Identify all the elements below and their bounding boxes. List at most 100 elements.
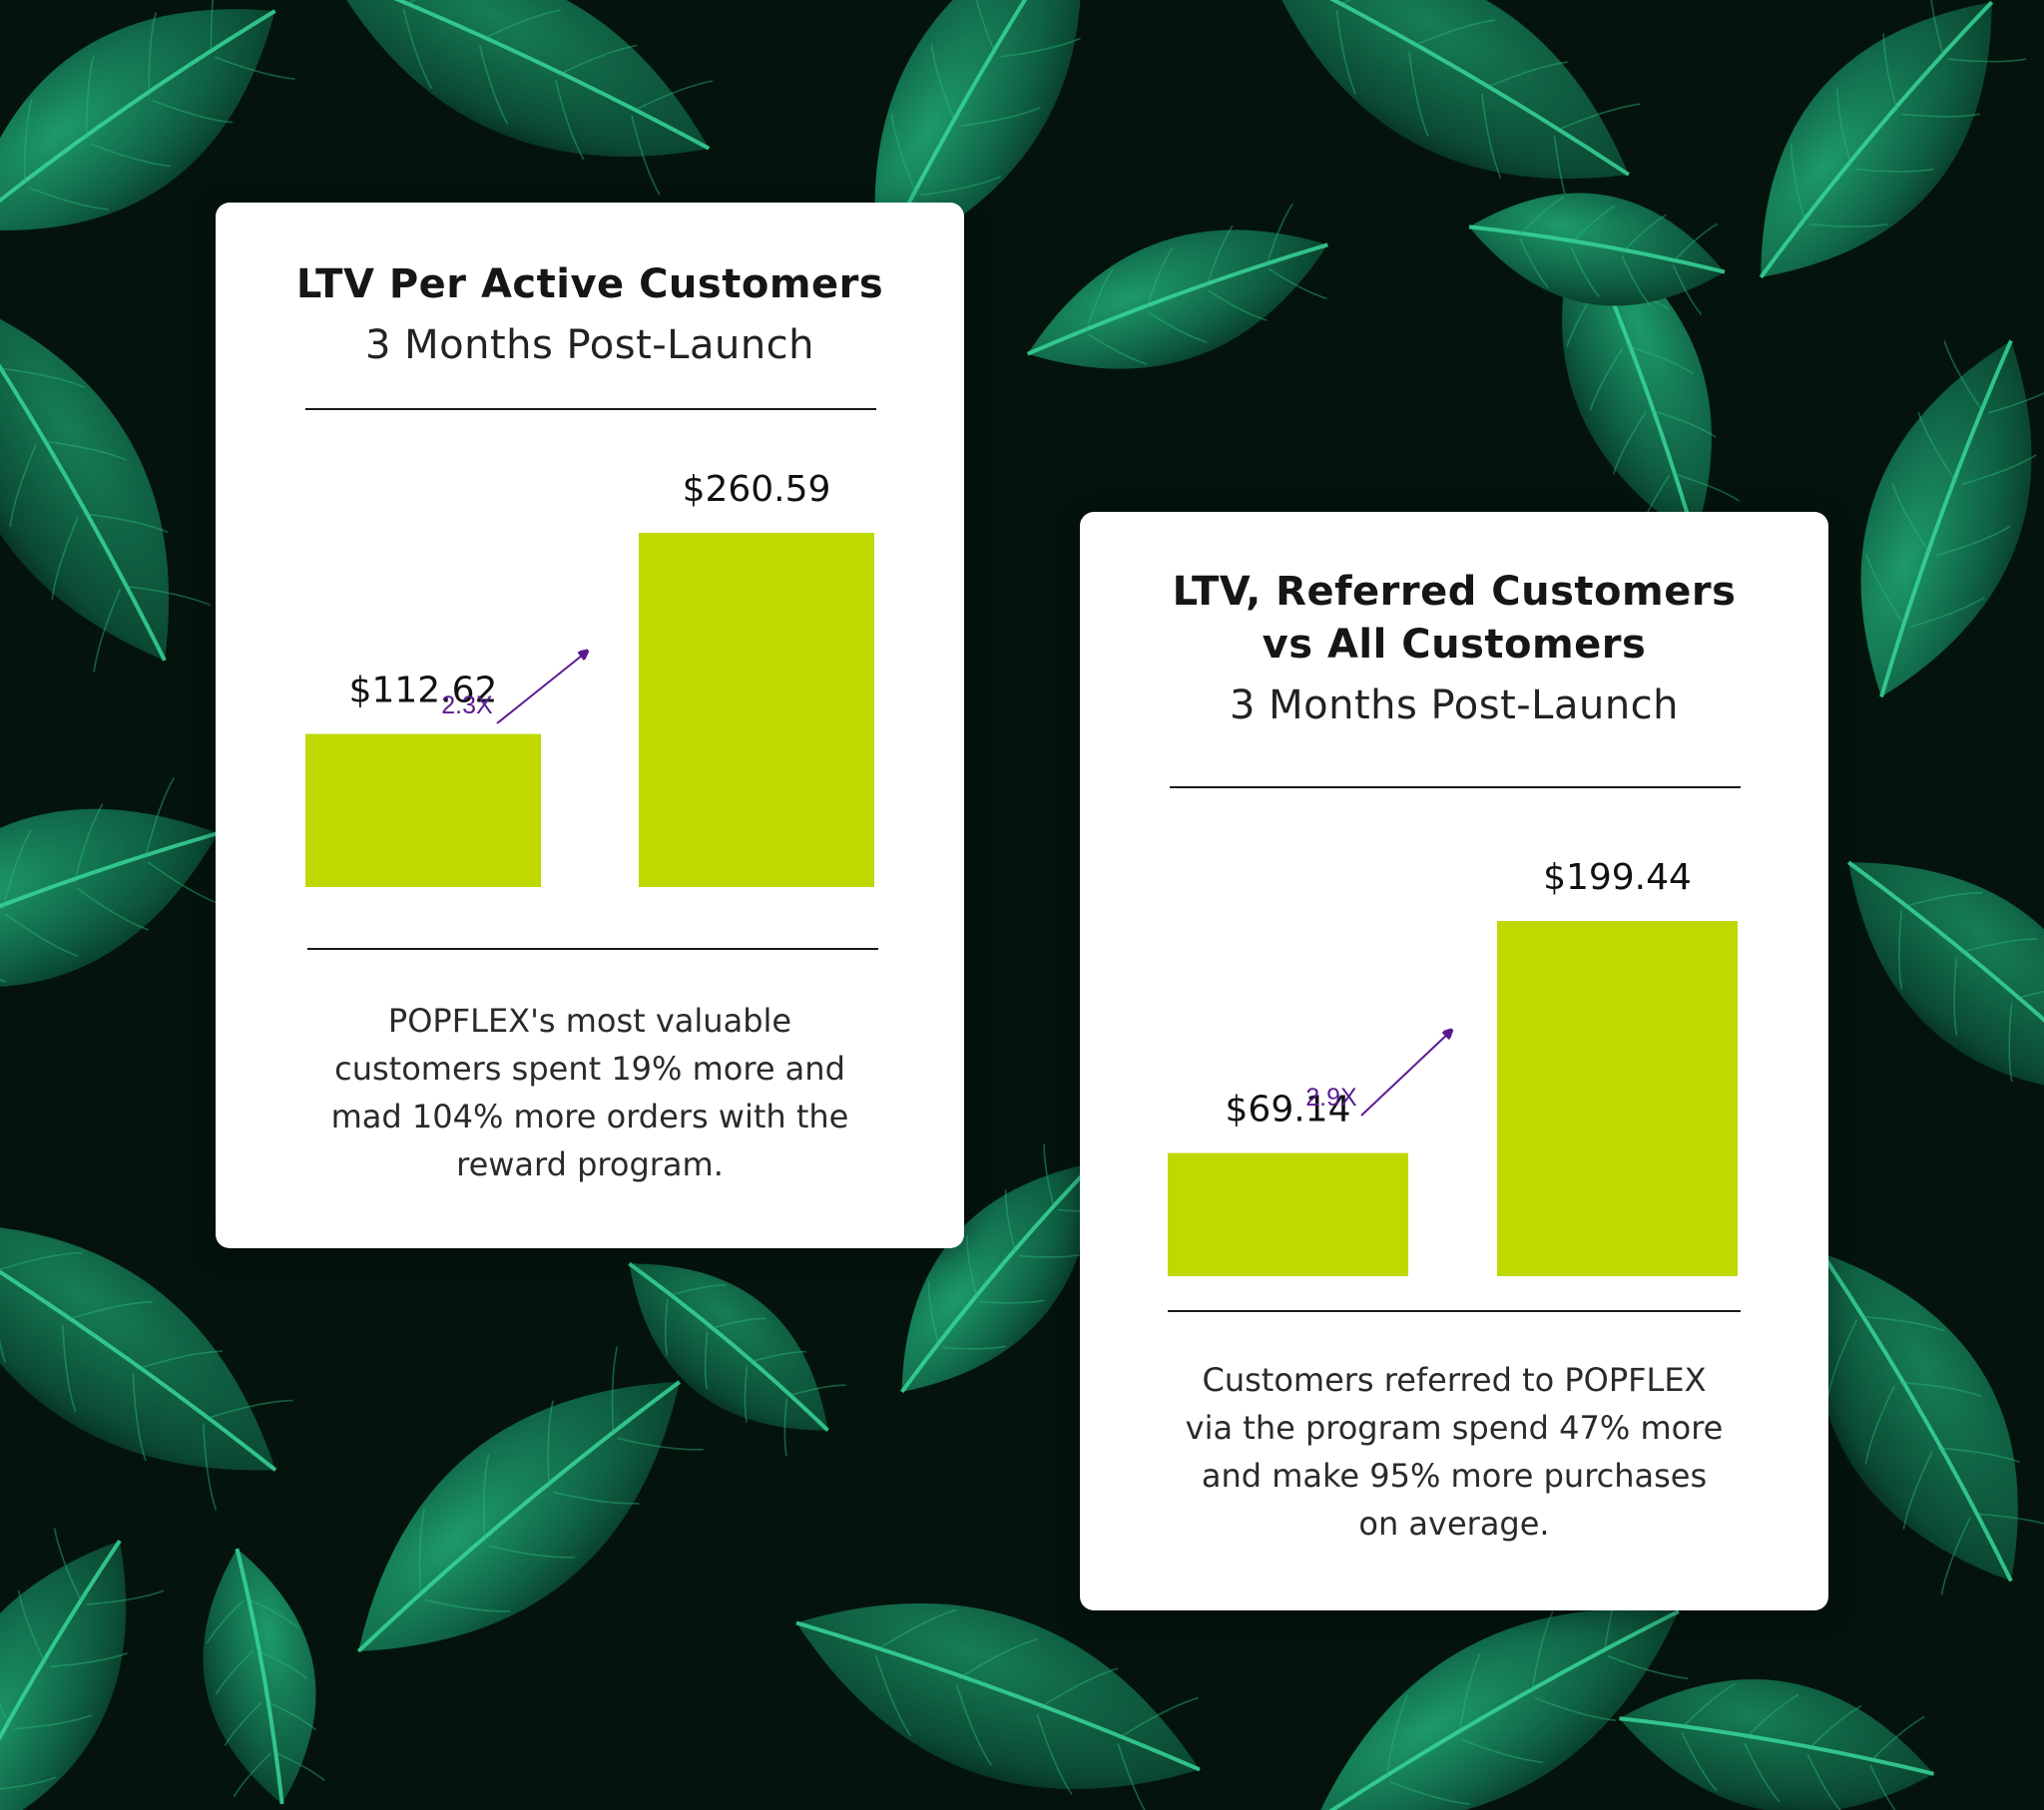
leaf-side-vein [1855, 168, 1934, 173]
leaf-vein [0, 1540, 122, 1810]
leaf-side-vein [73, 803, 104, 883]
leaf-side-vein [783, 1398, 788, 1457]
leaf-side-vein [1899, 1381, 1983, 1398]
leaf-side-vein [1745, 1693, 1799, 1739]
leaf-vein [1468, 225, 1726, 274]
leaf-side-vein [0, 1275, 6, 1363]
leaf-side-vein [83, 512, 169, 534]
leaf-side-vein [1987, 382, 2044, 414]
bar-value-label: $69.14 [1226, 1090, 1351, 1131]
growth-multiplier-label: 2.3X [441, 691, 493, 719]
leaf-side-vein [617, 1437, 704, 1451]
bar-1 [305, 733, 541, 887]
leaf-vein [356, 1380, 682, 1653]
leaf-side-vein [1339, 0, 1423, 5]
leaf-side-vein [1607, 1654, 1689, 1679]
leaf-shape [1265, 0, 1641, 221]
leaf-side-vein [248, 1598, 298, 1628]
leaf-side-vein [788, 1384, 846, 1397]
leaf-side-vein [9, 443, 37, 528]
leaf-blade [203, 1548, 316, 1805]
leaf-side-vein [1043, 1143, 1055, 1207]
leaf-shape [1814, 1251, 2044, 1595]
leaf-side-vein [76, 887, 149, 931]
leaf-side-vein [1389, 1780, 1471, 1805]
leaf-side-vein [1674, 473, 1740, 502]
leaf-shape [203, 1548, 325, 1805]
divider-top [1170, 786, 1741, 788]
leaf-side-vein [1146, 246, 1174, 308]
leaf-side-vein [1019, 1253, 1084, 1258]
leaf-shape [0, 1221, 293, 1511]
leaf-side-vein [930, 44, 957, 124]
leaf-side-vein [1836, 88, 1852, 166]
leaf-side-vein [1268, 267, 1327, 299]
leaf-shape [0, 296, 211, 673]
card-title-line-2: vs All Customers [1262, 622, 1647, 668]
leaf-side-vein [920, 176, 1001, 197]
leaf-side-vein [874, 1654, 912, 1737]
leaf-shape [327, 0, 714, 196]
leaf-side-vein [1266, 204, 1293, 265]
leaf-side-vein [553, 1491, 640, 1505]
leaf-vein [1026, 242, 1328, 356]
leaf-side-vein [1000, 37, 1081, 58]
leaf-side-vein [970, 0, 997, 55]
leaf-side-vein [402, 9, 433, 90]
leaf-side-vein [483, 1454, 490, 1542]
leaf-side-vein [51, 516, 79, 600]
leaf-side-vein [1935, 525, 2011, 557]
leaf-side-vein [1534, 1696, 1616, 1721]
leaf-side-vein [1484, 61, 1568, 89]
leaf-side-vein [93, 589, 121, 673]
leaf-side-vein [1627, 345, 1694, 374]
leaf-side-vein [1901, 113, 1980, 118]
leaf-side-vein [1826, 1319, 1857, 1399]
growth-multiplier-label: 2.9X [1305, 1084, 1357, 1112]
leaf-side-vein [28, 187, 109, 211]
leaf-side-vein [1621, 255, 1652, 306]
leaf-blade [629, 1263, 828, 1431]
leaf-side-vein [1208, 289, 1268, 321]
leaf-vein [0, 1221, 277, 1472]
leaf-side-vein [1119, 1696, 1200, 1738]
caption-line: via the program spend 47% more [1185, 1409, 1724, 1447]
leaf-shape [795, 1602, 1201, 1810]
leaf-side-vein [215, 1650, 254, 1695]
leaf-blade [1860, 340, 2032, 697]
leaf-blade [1619, 1678, 1934, 1810]
leaf-side-vein [0, 939, 7, 983]
leaf-side-vein [1960, 938, 2038, 954]
leaf-side-vein [631, 115, 661, 196]
leaf-vein [795, 1620, 1201, 1772]
leaf-side-vein [960, 106, 1041, 127]
leaf-side-vein [1612, 411, 1647, 475]
leaf-side-vein [1898, 910, 1903, 990]
leaf-side-vein [1869, 1764, 1906, 1810]
leaf-side-vein [148, 12, 157, 96]
leaf-side-vein [1385, 1694, 1409, 1777]
leaf-side-vein [1943, 340, 1983, 412]
leaf-side-vein [41, 440, 127, 461]
leaf-shape [356, 1346, 704, 1653]
leaf-vein [0, 296, 167, 662]
leaf-side-vein [1036, 1713, 1073, 1795]
leaf-side-vein [1917, 411, 1957, 483]
leaf-side-vein [2, 829, 32, 909]
leaf-side-vein [634, 80, 714, 112]
leaf-side-vein [1519, 237, 1549, 288]
leaf-side-vein [704, 1331, 709, 1390]
leaf-side-vein [53, 1528, 83, 1602]
caption-line: on average. [1358, 1505, 1550, 1543]
leaf-side-vein [1039, 1667, 1119, 1709]
bar-1 [1168, 1152, 1408, 1276]
card-subtitle: 3 Months Post-Launch [1229, 682, 1680, 728]
leaf-side-vein [1411, 19, 1496, 47]
leaf-side-vein [1206, 225, 1234, 287]
leaf-side-vein [744, 1365, 749, 1423]
caption-line: POPFLEX's most valuable [387, 1002, 792, 1040]
growth-arrow-icon [496, 652, 587, 724]
caption-line: customers spent 19% more and [334, 1050, 845, 1088]
leaf-side-vein [488, 1545, 576, 1559]
bar-2 [639, 533, 874, 887]
